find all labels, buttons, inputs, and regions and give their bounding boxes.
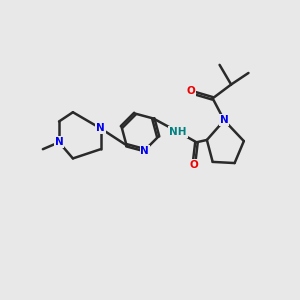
Text: N: N (220, 115, 229, 125)
Text: N: N (140, 146, 149, 156)
Text: N: N (55, 137, 63, 147)
Text: O: O (190, 160, 199, 170)
Text: NH: NH (169, 127, 187, 137)
Text: O: O (186, 86, 195, 96)
Text: N: N (96, 123, 105, 134)
